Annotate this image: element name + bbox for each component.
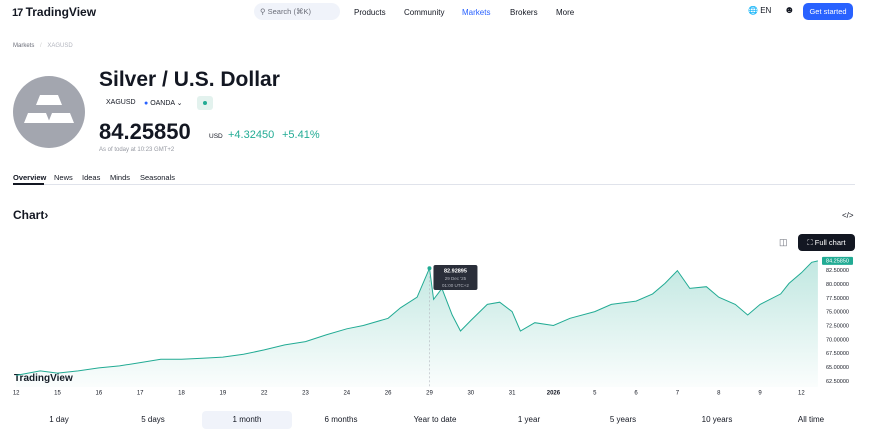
source[interactable]: ● OANDA ⌄ <box>144 100 183 107</box>
ticker: XAGUSD <box>106 99 136 106</box>
source-text: OANDA <box>150 100 175 107</box>
y-tick-label: 72.50000 <box>826 323 849 329</box>
breadcrumb: Markets / XAGUSD <box>13 43 73 49</box>
market-status[interactable] <box>197 96 213 110</box>
chart: TradingView 62.5000065.0000067.5000070.0… <box>13 256 853 397</box>
y-tick-label: 77.50000 <box>826 296 849 302</box>
range-button[interactable]: 10 years <box>701 415 733 424</box>
change: +4.32450 <box>228 129 275 141</box>
tooltip-date: 29 Dec '25 <box>445 276 467 281</box>
get-started-button[interactable]: Get started <box>803 3 853 20</box>
nav-link[interactable]: More <box>556 8 575 17</box>
logo-text: TradingView <box>25 5 97 19</box>
chart-heading-text: Chart <box>13 208 45 222</box>
tab[interactable]: Overview <box>13 173 47 182</box>
range-button[interactable]: Year to date <box>413 415 457 424</box>
search-box[interactable]: ⚲ Search (⌘K) <box>254 3 340 20</box>
y-tick-label: 65.00000 <box>826 365 849 371</box>
full-chart-button[interactable]: ⛶ Full chart <box>798 234 855 251</box>
x-tick-label: 12 <box>798 391 805 397</box>
snapshot-icon[interactable]: ◫ <box>779 237 788 247</box>
nav-link[interactable]: Markets <box>462 8 491 17</box>
tab[interactable]: News <box>54 173 73 182</box>
embed-icon[interactable]: </> <box>842 211 854 220</box>
x-tick-label: 15 <box>54 391 61 397</box>
range-button[interactable]: All time <box>797 415 825 424</box>
x-tick-label: 26 <box>385 391 392 397</box>
range-button[interactable]: 6 months <box>324 415 358 424</box>
tooltip-value: 82.92895 <box>444 268 467 274</box>
price-line <box>16 260 819 376</box>
x-tick-label: 9 <box>758 391 762 397</box>
x-tick-label: 6 <box>634 391 638 397</box>
as-of: As of today at 10:23 GMT+2 <box>99 147 175 153</box>
search-text: Search (⌘K) <box>267 7 311 16</box>
nav-link[interactable]: Products <box>354 8 386 17</box>
divider <box>13 184 855 185</box>
currency: USD <box>209 133 223 140</box>
x-tick-label: 8 <box>717 391 721 397</box>
x-tick-label: 31 <box>509 391 516 397</box>
change-percent: +5.41% <box>282 129 320 141</box>
nav-link[interactable]: Brokers <box>510 8 538 17</box>
y-tick-label: 82.50000 <box>826 268 849 274</box>
tab[interactable]: Ideas <box>82 173 101 182</box>
y-tick-label: 67.50000 <box>826 351 849 357</box>
x-tick-label: 5 <box>593 391 597 397</box>
symbol-logo <box>13 76 85 148</box>
full-chart-text: Full chart <box>814 238 846 247</box>
chart-heading[interactable]: Chart› <box>13 208 49 222</box>
y-tick-label: 80.00000 <box>826 282 849 288</box>
x-tick-label: 7 <box>676 391 680 397</box>
price: 84.25850 <box>99 119 191 144</box>
range-button[interactable]: 5 days <box>141 415 165 424</box>
last-price-label: 84.25850 <box>826 258 849 264</box>
y-tick-label: 75.00000 <box>826 310 849 316</box>
symbol-title: Silver / U.S. Dollar <box>99 68 280 91</box>
x-tick-label: 24 <box>343 391 350 397</box>
price-area <box>16 260 818 387</box>
last-price-badge <box>822 256 853 265</box>
logo[interactable]: 17 TradingView <box>12 5 97 19</box>
range-button[interactable]: 1 month <box>202 411 292 429</box>
tab[interactable]: Seasonals <box>140 173 176 182</box>
x-tick-label: 17 <box>137 391 144 397</box>
x-tick-label: 18 <box>178 391 185 397</box>
breadcrumb-current: XAGUSD <box>47 43 73 49</box>
range-button[interactable]: 5 years <box>609 415 637 424</box>
user-icon[interactable]: ☻ <box>784 5 795 16</box>
tooltip-time: 01:00 UTC+2 <box>442 283 469 288</box>
y-tick-label: 62.50000 <box>826 379 849 385</box>
x-tick-label: 2026 <box>547 391 561 397</box>
tab[interactable]: Minds <box>110 173 131 182</box>
crosshair-point <box>427 266 432 271</box>
x-tick-label: 19 <box>219 391 226 397</box>
language-text: EN <box>760 6 772 15</box>
x-tick-label: 22 <box>261 391 268 397</box>
tab-underline <box>13 183 44 185</box>
x-tick-label: 23 <box>302 391 309 397</box>
nav-link[interactable]: Community <box>404 8 445 17</box>
y-tick-label: 70.00000 <box>826 337 849 343</box>
language[interactable]: 🌐 EN <box>748 6 772 15</box>
x-tick-label: 30 <box>467 391 474 397</box>
x-tick-label: 16 <box>96 391 103 397</box>
x-tick-label: 12 <box>13 391 20 397</box>
x-tick-label: 29 <box>426 391 433 397</box>
range-button[interactable]: 1 day <box>49 415 69 424</box>
tooltip-box <box>433 265 478 290</box>
range-button[interactable]: 1 year <box>517 415 541 424</box>
breadcrumb-link[interactable]: Markets <box>13 43 35 49</box>
